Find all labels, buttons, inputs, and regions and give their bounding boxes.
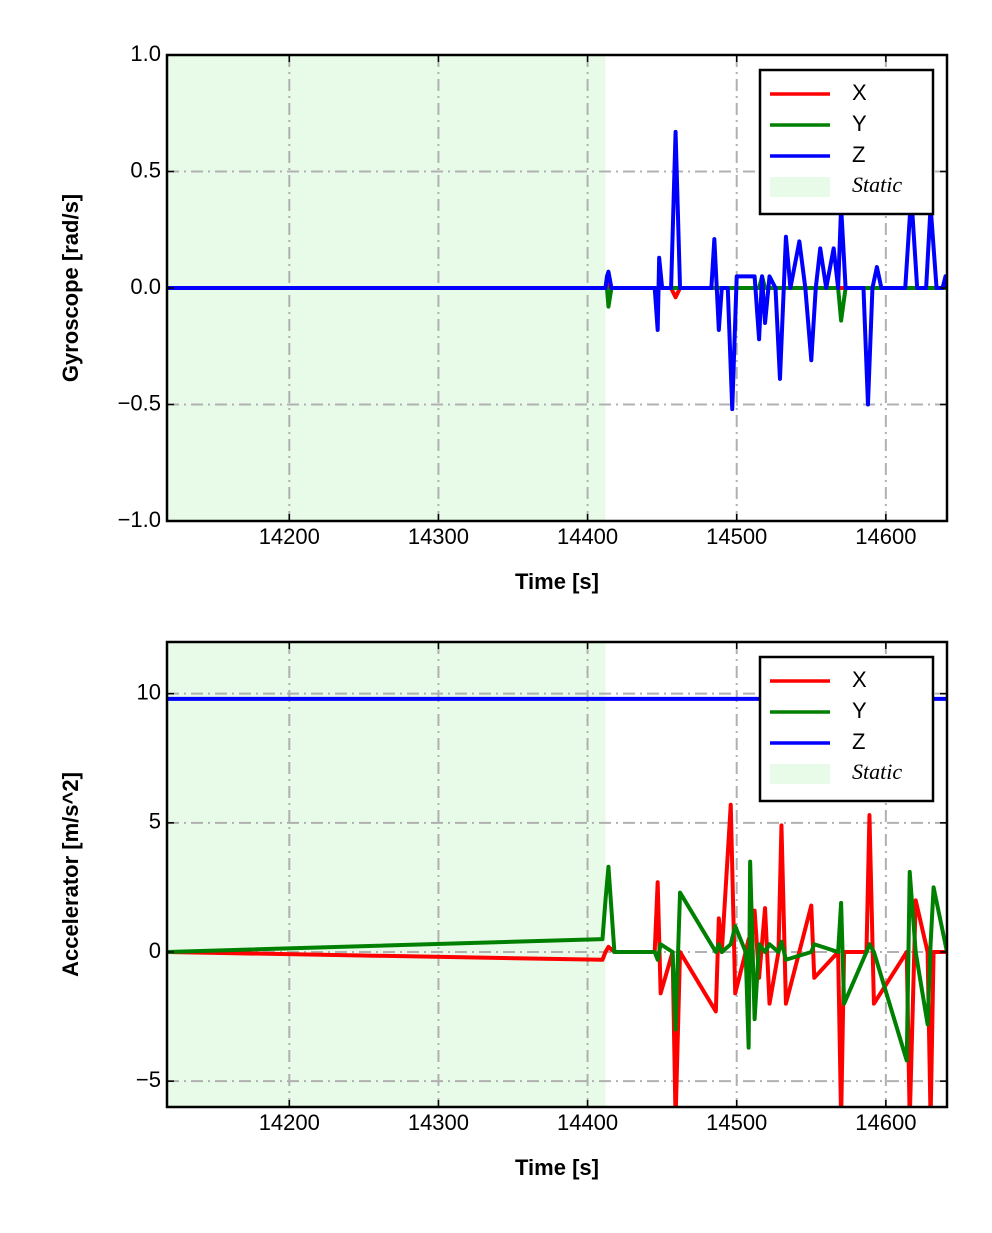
plot-area [167, 55, 947, 521]
x-axis-label: Time [s] [515, 1155, 599, 1180]
legend-label: X [852, 80, 867, 105]
series-line [167, 859, 947, 1063]
y-tick-label: 0.5 [130, 157, 161, 182]
x-tick-label: 14400 [557, 1110, 618, 1135]
y-tick-label: 1.0 [130, 41, 161, 66]
x-tick-label: 14200 [259, 1110, 320, 1135]
y-tick-label: −1.0 [118, 507, 161, 532]
legend-label: Z [852, 729, 865, 754]
legend-label: X [852, 667, 867, 692]
x-tick-label: 14300 [408, 524, 469, 549]
legend-label: Y [852, 111, 867, 136]
y-tick-label: 0.0 [130, 274, 161, 299]
x-axis-label: Time [s] [515, 569, 599, 594]
x-tick-label: 14600 [855, 524, 916, 549]
axes-frame [165, 640, 949, 1109]
y-tick-label: 5 [149, 809, 161, 834]
legend-label: Y [852, 698, 867, 723]
x-tick-label: 14500 [706, 1110, 767, 1135]
legend-label: Static [852, 172, 902, 197]
y-tick-label: −0.5 [118, 390, 161, 415]
legend-label: Static [852, 759, 902, 784]
series-line [167, 129, 947, 412]
y-tick-label: 0 [149, 938, 161, 963]
x-tick-label: 14300 [408, 1110, 469, 1135]
x-tick-label: 14500 [706, 524, 767, 549]
x-tick-label: 14200 [259, 524, 320, 549]
y-tick-label: 10 [137, 679, 161, 704]
y-axis-label: Accelerator [m/s^2] [58, 772, 83, 977]
y-axis-label: Gyroscope [rad/s] [58, 194, 83, 382]
legend-label: Z [852, 142, 865, 167]
legend-swatch [770, 764, 830, 784]
x-tick-label: 14600 [855, 1110, 916, 1135]
legend-swatch [770, 177, 830, 197]
plot-area [167, 642, 947, 1107]
x-tick-label: 14400 [557, 524, 618, 549]
static-span [167, 642, 606, 1107]
y-tick-label: −5 [136, 1067, 161, 1092]
